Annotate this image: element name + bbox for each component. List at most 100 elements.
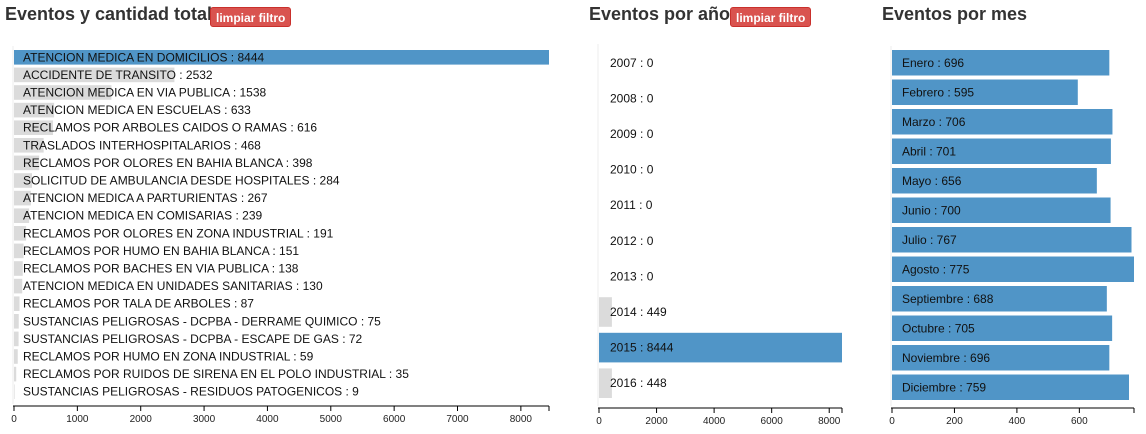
bar-label: RECLAMOS POR BACHES EN VIA PUBLICA : 138 <box>23 262 299 276</box>
bar[interactable] <box>14 331 19 347</box>
panel-events-by-month: Eventos por mes Enero : 696 Febrero : 595… <box>878 0 1146 434</box>
x-tick-label: 6000 <box>383 414 406 425</box>
bar[interactable] <box>14 366 17 382</box>
chart-events-by-year: 2007 : 0 2008 : 0 2009 : 0 2010 : 0 2011 : 0… <box>596 44 843 427</box>
x-tick-label: 0 <box>596 416 602 427</box>
x-tick-label: 1000 <box>66 414 89 425</box>
bar[interactable] <box>14 67 175 83</box>
panel-title: Eventos y cantidad total <box>5 4 213 24</box>
bar-label: RECLAMOS POR ARBOLES CAIDOS O RAMAS : 61… <box>23 121 317 135</box>
bar-label: ATENCION MEDICA EN ESCUELAS : 633 <box>23 103 251 117</box>
chart-events-by-month: Enero : 696 Febrero : 595 Marzo : 706 Abril… <box>889 46 1135 427</box>
bar[interactable] <box>14 243 24 259</box>
bar-label: RECLAMOS POR TALA DE ARBOLES : 87 <box>23 297 254 311</box>
bar-label: Diciembre : 759 <box>902 380 986 394</box>
panel-total-events: Eventos y cantidad total limpiar filtro … <box>0 0 560 434</box>
bar[interactable] <box>14 261 23 276</box>
bar-label: 2009 : 0 <box>610 127 654 141</box>
bar-label: Mayo : 656 <box>902 174 962 188</box>
bar[interactable] <box>892 227 1132 253</box>
bar[interactable] <box>892 286 1107 312</box>
bar[interactable] <box>599 297 612 327</box>
bar[interactable] <box>14 278 23 294</box>
bar-label: 2014 : 449 <box>610 305 667 319</box>
bar-label: 2013 : 0 <box>610 269 654 283</box>
bar-label: ATENCION MEDICA EN COMISARIAS : 239 <box>23 209 262 223</box>
bar-label: SUSTANCIAS PELIGROSAS - DCPBA - DERRAME … <box>23 314 381 328</box>
bar-label: RECLAMOS POR OLORES EN ZONA INDUSTRIAL :… <box>23 226 334 240</box>
bar-label: ATENCION MEDICA A PARTURIENTAS : 267 <box>23 191 268 205</box>
bar[interactable] <box>892 256 1134 283</box>
bar-label: SUSTANCIAS PELIGROSAS - RESIDUOS PATOGEN… <box>23 385 359 399</box>
bar-label: ATENCION MEDICA EN VIA PUBLICA : 1538 <box>23 86 267 100</box>
bar-label: RECLAMOS POR HUMO EN BAHIA BLANCA : 151 <box>23 244 299 258</box>
bar[interactable] <box>599 332 842 363</box>
bar-label: 2011 : 0 <box>610 198 653 212</box>
bar[interactable] <box>892 315 1113 342</box>
panel-title: Eventos por mes <box>882 4 1028 24</box>
bar[interactable] <box>892 79 1078 106</box>
bar-label: Abril : 701 <box>902 144 956 158</box>
x-tick-label: 5000 <box>320 414 343 425</box>
bar[interactable] <box>14 349 18 364</box>
bar[interactable] <box>14 102 55 118</box>
bar[interactable] <box>892 138 1111 165</box>
x-tick-label: 0 <box>889 416 895 427</box>
bar-label: ATENCION MEDICA EN UNIDADES SANITARIAS :… <box>23 279 323 293</box>
bar-label: Marzo : 706 <box>902 115 966 129</box>
bar[interactable] <box>14 85 112 100</box>
bar-label: 2007 : 0 <box>610 56 654 70</box>
bar[interactable] <box>14 208 30 223</box>
bar-label: SUSTANCIAS PELIGROSAS - DCPBA - ESCAPE D… <box>23 332 363 346</box>
x-tick-label: 4000 <box>256 414 279 425</box>
bar[interactable] <box>14 173 32 188</box>
x-tick-label: 8000 <box>818 416 841 427</box>
x-tick-label: 6000 <box>761 416 784 427</box>
bar[interactable] <box>14 50 549 65</box>
x-tick-label: 7000 <box>446 414 469 425</box>
bar[interactable] <box>892 374 1130 401</box>
bar[interactable] <box>892 345 1110 371</box>
bar[interactable] <box>14 138 44 153</box>
bar-label: 2016 : 448 <box>610 376 667 390</box>
bar-label: TRASLADOS INTERHOSPITALARIOS : 468 <box>23 138 261 152</box>
bar[interactable] <box>14 226 27 241</box>
bar[interactable] <box>892 197 1111 224</box>
reset-filter-button[interactable]: limpiar filtro <box>730 7 812 27</box>
bar[interactable] <box>14 314 19 329</box>
bar[interactable] <box>892 109 1113 135</box>
x-tick-label: 600 <box>1071 416 1088 427</box>
bar-label: Febrero : 595 <box>902 85 974 99</box>
x-tick-label: 3000 <box>193 414 216 425</box>
bar-label: 2015 : 8444 <box>610 341 674 355</box>
bar-label: Agosto : 775 <box>902 262 970 276</box>
bar-label: Septiembre : 688 <box>902 292 994 306</box>
bar-label: Julio : 767 <box>902 233 957 247</box>
x-tick-label: 8000 <box>510 414 533 425</box>
bar-label: SOLICITUD DE AMBULANCIA DESDE HOSPITALES… <box>23 174 340 188</box>
bar-label: Enero : 696 <box>902 56 964 70</box>
panel-title: Eventos por año <box>589 4 731 24</box>
bar-label: 2008 : 0 <box>610 91 654 105</box>
x-tick-label: 4000 <box>703 416 726 427</box>
x-tick-label: 400 <box>1009 416 1026 427</box>
bar[interactable] <box>14 120 54 135</box>
bar[interactable] <box>892 168 1097 194</box>
bar-label: 2012 : 0 <box>610 234 654 248</box>
bar[interactable] <box>599 368 612 398</box>
bar-label: Noviembre : 696 <box>902 351 990 365</box>
bar-label: 2010 : 0 <box>610 163 654 177</box>
bar[interactable] <box>14 296 20 311</box>
bar[interactable] <box>14 190 31 206</box>
x-tick-label: 2000 <box>130 414 153 425</box>
reset-filter-button[interactable]: limpiar filtro <box>210 7 292 27</box>
x-tick-label: 0 <box>11 414 17 425</box>
bar[interactable] <box>892 50 1110 76</box>
bar-label: ATENCION MEDICA EN DOMICILIOS : 8444 <box>23 50 264 64</box>
bar-label: ACCIDENTE DE TRANSITO : 2532 <box>23 68 213 82</box>
bar[interactable] <box>14 155 40 171</box>
bar[interactable] <box>14 384 15 399</box>
chart-total-events: ATENCION MEDICA EN DOMICILIOS : 8444 ACCI… <box>11 46 550 425</box>
bar-label: RECLAMOS POR OLORES EN BAHIA BLANCA : 39… <box>23 156 313 170</box>
